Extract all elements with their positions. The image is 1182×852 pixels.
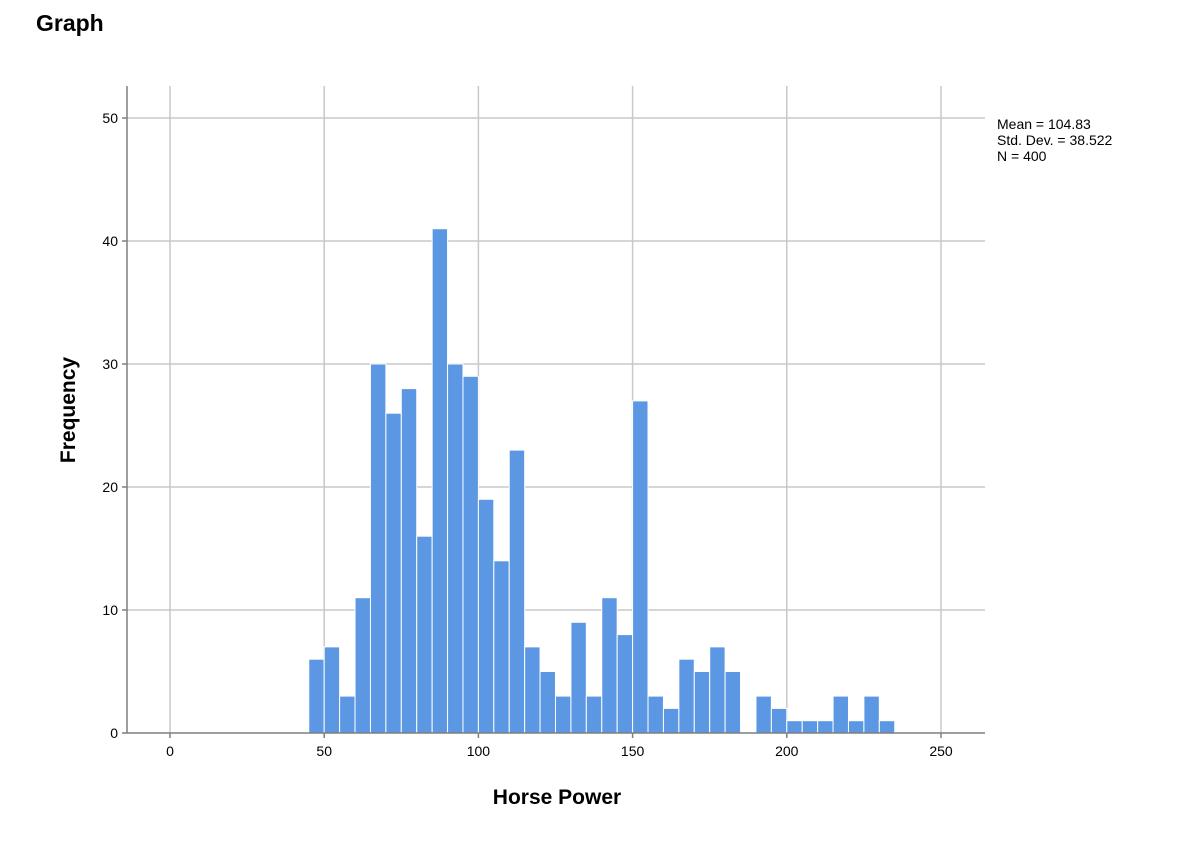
x-axis-title: Horse Power xyxy=(493,786,621,809)
histogram-bar xyxy=(431,228,449,734)
histogram-bar xyxy=(632,400,649,734)
histogram-bar xyxy=(339,695,356,734)
x-tick-label: 100 xyxy=(467,743,491,759)
histogram-bar xyxy=(385,412,402,734)
x-tick-label: 150 xyxy=(621,743,645,759)
histogram-bar xyxy=(678,658,695,734)
histogram-bar xyxy=(447,363,464,734)
histogram-bars xyxy=(308,228,896,734)
y-axis-title: Frequency xyxy=(57,357,80,464)
histogram-bar xyxy=(647,695,664,734)
histogram-bar xyxy=(555,695,572,734)
x-tick-label: 200 xyxy=(775,743,799,759)
stats-box: Mean = 104.83 Std. Dev. = 38.522 N = 400 xyxy=(997,116,1113,164)
tick-labels: 0 50 100 150 200 250 0 10 20 30 40 50 xyxy=(102,110,952,759)
y-tick-label: 20 xyxy=(102,479,118,495)
histogram-bar xyxy=(508,449,526,734)
page-title: Graph xyxy=(36,10,104,36)
y-tick-label: 30 xyxy=(102,356,118,372)
histogram-bar xyxy=(539,671,557,734)
histogram-bar xyxy=(570,621,587,734)
y-tick-label: 50 xyxy=(102,110,118,126)
histogram-bar xyxy=(323,646,341,734)
histogram-bar xyxy=(308,658,325,734)
histogram-bar xyxy=(709,646,726,734)
histogram-bar xyxy=(354,597,371,734)
histogram-bar xyxy=(755,695,772,734)
histogram-bar xyxy=(524,646,541,734)
y-tick-label: 0 xyxy=(110,725,118,741)
axes xyxy=(122,86,985,738)
y-tick-label: 10 xyxy=(102,602,118,618)
histogram-bar xyxy=(832,695,849,734)
stats-std-dev: Std. Dev. = 38.522 xyxy=(997,132,1113,148)
histogram-bar xyxy=(477,498,495,734)
histogram-bar xyxy=(817,720,834,734)
x-tick-label: 50 xyxy=(316,743,332,759)
histogram-bar xyxy=(662,707,680,734)
histogram-bar xyxy=(493,560,510,734)
stats-n: N = 400 xyxy=(997,148,1047,164)
histogram-bar xyxy=(693,671,711,734)
histogram-bar xyxy=(770,707,788,734)
histogram-bar xyxy=(863,695,880,734)
histogram-bar xyxy=(847,720,865,734)
grid-lines xyxy=(127,86,985,733)
x-tick-label: 250 xyxy=(929,743,953,759)
histogram-bar xyxy=(369,363,387,734)
histogram-bar xyxy=(601,597,618,734)
histogram-bar xyxy=(616,634,634,734)
histogram-bar xyxy=(400,388,418,734)
histogram-bar xyxy=(585,695,603,734)
y-tick-label: 40 xyxy=(102,233,118,249)
histogram-bar xyxy=(462,375,479,734)
histogram-bar xyxy=(878,720,896,734)
histogram-bar xyxy=(786,720,803,734)
histogram-bar xyxy=(416,535,433,734)
stats-mean: Mean = 104.83 xyxy=(997,116,1091,132)
x-tick-label: 0 xyxy=(166,743,174,759)
histogram-bar xyxy=(801,720,819,734)
histogram-bar xyxy=(724,671,742,734)
